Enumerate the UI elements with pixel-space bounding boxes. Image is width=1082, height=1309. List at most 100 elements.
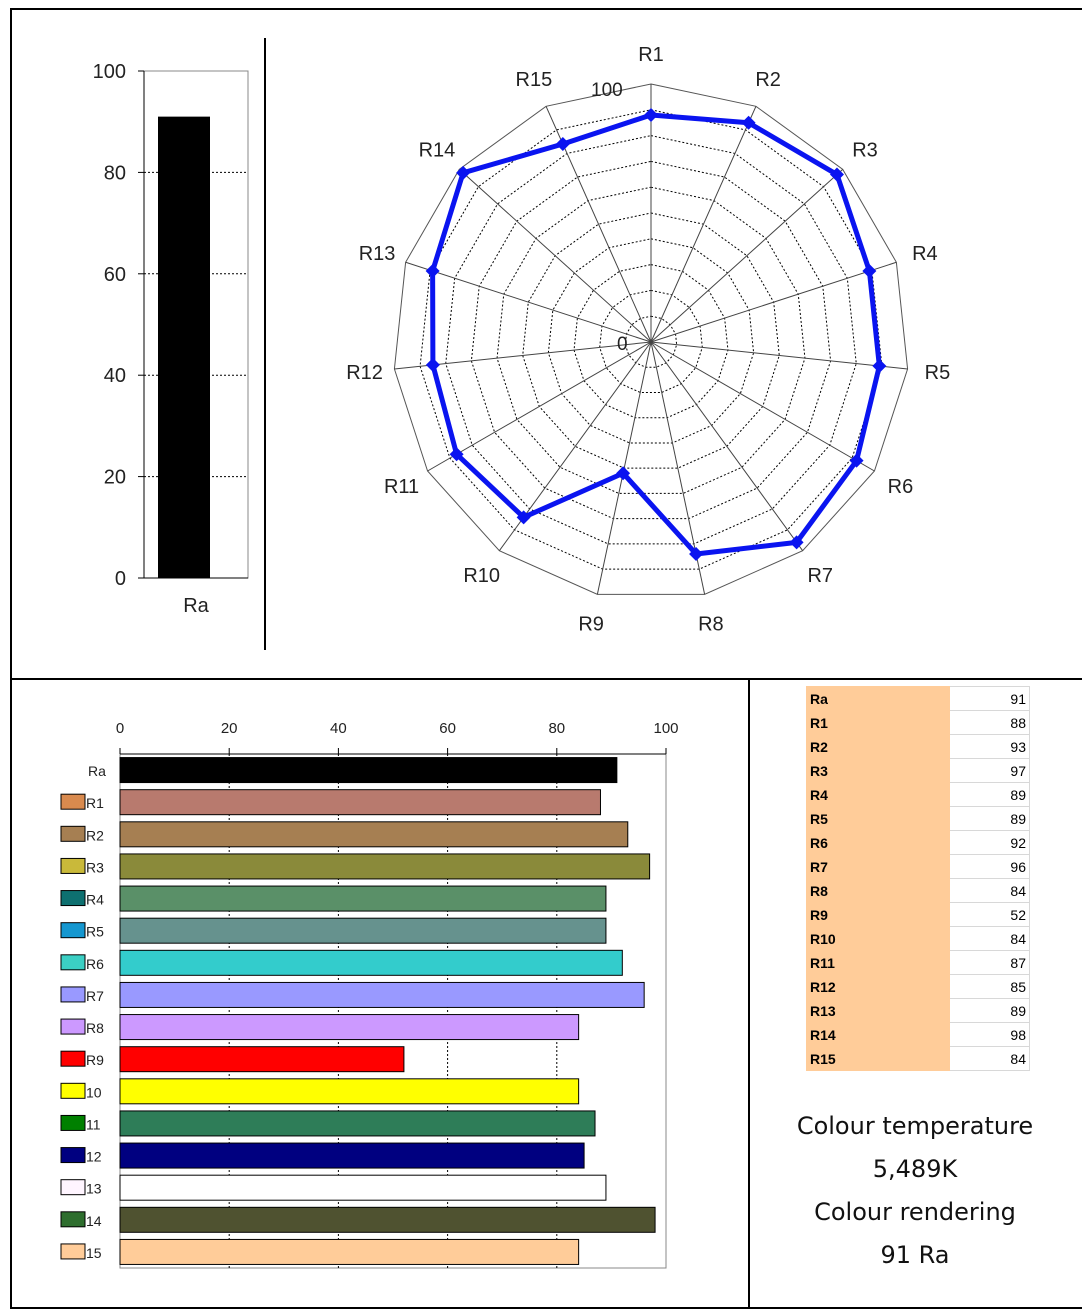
radar-grid-ring — [419, 109, 883, 570]
bar-r9 — [119, 1046, 405, 1073]
legend-swatch — [60, 793, 86, 810]
y-tick-label: R9 — [86, 1052, 104, 1068]
legend-swatch — [60, 1114, 86, 1131]
bar-r8 — [119, 1014, 580, 1041]
radar-grid-ring — [599, 289, 703, 393]
legend-swatch — [60, 1082, 86, 1099]
table-value-cell: 89 — [949, 998, 1030, 1023]
radar-grid-ring — [624, 315, 678, 368]
top-divider — [264, 38, 266, 650]
table-row: R8 84 — [806, 878, 1030, 903]
table-key-cell: R9 — [806, 902, 950, 927]
y-tick-label: 10 — [86, 1084, 102, 1100]
table-row: R11 87 — [806, 950, 1030, 975]
legend-swatch — [60, 890, 86, 907]
radar-axis-label: R6 — [888, 476, 914, 498]
table-row: R12 85 — [806, 974, 1030, 999]
radar-outer-ring — [393, 83, 909, 595]
radar-point — [644, 107, 658, 122]
table-key-cell: Ra — [806, 686, 950, 711]
radar-point — [616, 466, 631, 481]
table-key-cell: R3 — [806, 758, 950, 783]
table-key-cell: R6 — [806, 830, 950, 855]
bar-r1 — [119, 789, 601, 816]
radar-axis-label: R2 — [755, 69, 781, 91]
radar-axis-label: R3 — [852, 139, 878, 161]
radar-spoke — [458, 168, 652, 343]
table-key-cell: R8 — [806, 878, 950, 903]
x-tick-label: Ra — [183, 595, 209, 617]
y-tick-label: Ra — [88, 763, 106, 779]
radar-grid-ring — [496, 186, 806, 494]
radar-spoke — [405, 261, 652, 343]
table-value-cell: 52 — [949, 902, 1030, 927]
radar-axis-label: R13 — [359, 243, 396, 265]
data-table: Ra 91 R1 88 R2 93 R3 97 R4 89 R5 89 R6 92 R7 96 R8 84 R9 52… — [806, 686, 1030, 1071]
radar-point — [425, 357, 440, 372]
table-row: R2 93 — [806, 734, 1030, 759]
radar-axis-label: R10 — [463, 565, 500, 587]
x-tick-label: 40 — [330, 720, 347, 737]
legend-swatch — [60, 986, 86, 1003]
radar-axis-label: R5 — [925, 362, 951, 384]
table-value-cell: 92 — [949, 830, 1030, 855]
table-row: R14 98 — [806, 1022, 1030, 1047]
y-tick-label: 15 — [86, 1245, 102, 1261]
legend-swatch — [60, 825, 86, 842]
radar-spoke — [650, 341, 908, 370]
radar-axis-label: R7 — [807, 565, 833, 587]
table-key-cell: R11 — [806, 950, 950, 975]
y-tick-label: 12 — [86, 1149, 102, 1165]
table-key-cell: R2 — [806, 734, 950, 759]
radar-point — [516, 510, 531, 525]
legend-swatch — [60, 922, 86, 939]
legend-swatch — [60, 1018, 86, 1035]
colour-rendering-value: 91 Ra — [880, 1241, 950, 1269]
table-key-cell: R10 — [806, 926, 950, 951]
table-row: R9 52 — [806, 902, 1030, 927]
radar-chart: 0 100 R1 R2 R3 R4 R5 R6 R7 R8 R9 R10 R11 R12 R13 R14 R15 — [346, 44, 951, 636]
table-value-cell: 89 — [949, 782, 1030, 807]
table-value-cell: 85 — [949, 974, 1030, 999]
radar-point — [849, 453, 864, 468]
table-value-cell: 91 — [949, 686, 1030, 711]
table-row: R3 97 — [806, 758, 1030, 783]
y-tick-label: 80 — [104, 162, 126, 184]
x-tick-label: 0 — [116, 720, 124, 737]
radar-grid-ring — [573, 264, 729, 419]
bar-14 — [119, 1206, 656, 1233]
table-key-cell: R14 — [806, 1022, 950, 1047]
radar-series-line — [430, 112, 882, 557]
table-key-cell: R1 — [806, 710, 950, 735]
table-value-cell: 84 — [949, 878, 1030, 903]
bar-r5 — [119, 917, 607, 944]
table-value-cell: 88 — [949, 710, 1030, 735]
y-tick-label: 40 — [104, 365, 126, 387]
table-value-cell: 93 — [949, 734, 1030, 759]
table-value-cell: 84 — [949, 1046, 1030, 1071]
table-value-cell: 97 — [949, 758, 1030, 783]
radar-range-min-label: 0 — [617, 334, 628, 355]
y-tick-label: 11 — [86, 1116, 101, 1132]
y-tick-label: 100 — [93, 61, 126, 83]
y-tick-label: 60 — [104, 264, 126, 286]
bar-12 — [119, 1142, 585, 1169]
legend-swatch — [60, 857, 86, 874]
colour-temperature-value: 5,489K — [872, 1155, 958, 1183]
table-row: R10 84 — [806, 926, 1030, 951]
radar-axis-label: R9 — [578, 614, 604, 636]
legend-swatch — [60, 954, 86, 971]
table-row: R15 84 — [806, 1046, 1030, 1071]
table-value-cell: 87 — [949, 950, 1030, 975]
x-tick-label: 80 — [548, 720, 565, 737]
table-row: R4 89 — [806, 782, 1030, 807]
table-key-cell: R4 — [806, 782, 950, 807]
y-tick-label: R1 — [86, 795, 104, 811]
bar-15 — [119, 1238, 580, 1265]
horizontal-bar-chart: 0 20 40 60 80 100 Ra R1 R2 R3 R4 R5 R6 R7 R8 R9 10 11 12 13… — [60, 720, 679, 1269]
table-row: R1 88 — [806, 710, 1030, 735]
radar-point — [862, 264, 877, 279]
legend-swatch — [60, 1147, 86, 1164]
legend-swatch — [60, 1243, 86, 1260]
table-value-cell: 96 — [949, 854, 1030, 879]
